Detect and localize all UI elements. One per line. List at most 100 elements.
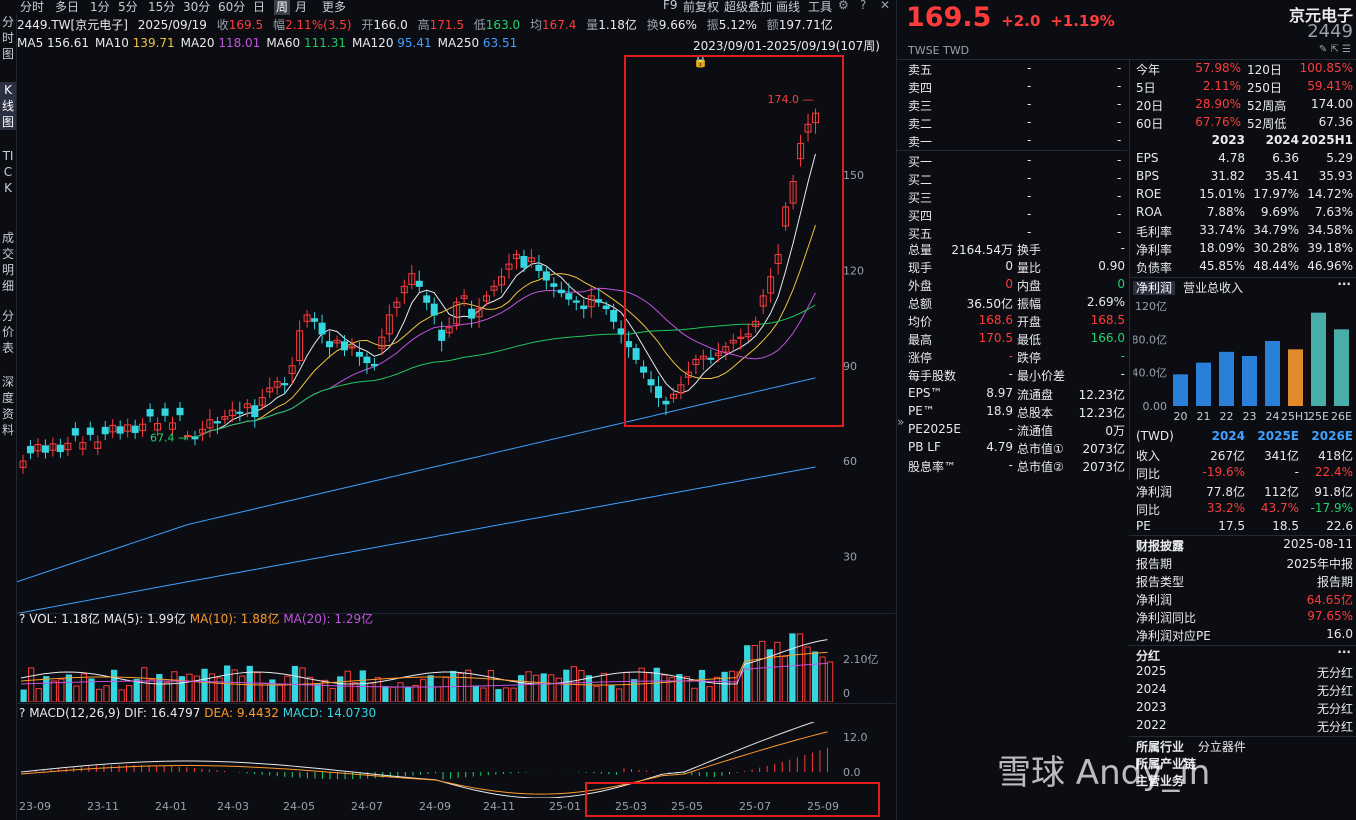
dividend-value: 无分红: [1316, 684, 1353, 698]
y-tick-2: 90: [843, 360, 857, 373]
left-nav-item-0[interactable]: 分时图: [1, 15, 14, 61]
period-tab-8[interactable]: 周: [274, 0, 291, 15]
collapse-arrow-icon[interactable]: »: [897, 415, 905, 429]
period-tab-4[interactable]: 15分: [148, 0, 176, 14]
candle-body: [632, 348, 640, 360]
candle-body: [176, 407, 184, 416]
period-tab-2[interactable]: 1分: [90, 0, 110, 14]
volume-bar: [427, 675, 434, 702]
orderbook-label: 买一: [908, 155, 933, 169]
volume-bar: [208, 673, 216, 702]
stat-label: PB LF: [908, 440, 941, 454]
orderbook-price: -: [1027, 61, 1032, 75]
ma-value-5: 63.51: [482, 36, 518, 50]
volume-chart[interactable]: [17, 626, 895, 702]
turn-value: 9.66%: [658, 18, 697, 32]
macd-chart[interactable]: [17, 722, 895, 798]
forecast-value: 43.7%: [1260, 501, 1299, 515]
help-icon[interactable]: ?: [19, 612, 26, 626]
toolbar-right-0[interactable]: F9: [663, 0, 678, 12]
candle-body: [737, 336, 745, 339]
more-icon[interactable]: ···: [1337, 277, 1351, 291]
candlestick-chart[interactable]: 150 120 90 60 30 174.0 — 67.4 →: [17, 54, 895, 614]
open-label: 开: [361, 18, 374, 32]
gear-icon[interactable]: ⚙: [838, 0, 849, 12]
date-range-label[interactable]: 2023/09/01-2025/09/19(107周) 🔒: [693, 37, 895, 68]
left-nav-item-1[interactable]: K线图: [0, 82, 16, 130]
vol-text: VOL: 1.18亿: [29, 612, 100, 626]
orderbook-price: -: [1027, 115, 1032, 129]
macd-dea: DEA: 9.4432: [204, 706, 279, 720]
stat-value: 166.0: [1090, 331, 1125, 345]
ma-legend: MA5 156.61 MA10 139.71 MA20 118.01 MA60 111…: [17, 36, 523, 50]
orderbook-label: 买三: [908, 191, 933, 205]
orderbook-label: 卖二: [908, 117, 933, 131]
toolbar-right-1[interactable]: 前复权: [683, 0, 720, 14]
toolbar-right-4[interactable]: 工具: [808, 0, 833, 14]
period-tab-5[interactable]: 30分: [183, 0, 211, 14]
panel-edit-icons[interactable]: ✎ ⇱ ☰: [1318, 44, 1351, 55]
rev-xtick: 23: [1243, 410, 1257, 423]
more-icon[interactable]: ···: [1337, 645, 1351, 659]
forecast-label: PE: [1136, 519, 1151, 533]
toolbar-right-2[interactable]: 超级叠加: [724, 0, 773, 14]
candle-body: [744, 333, 752, 338]
rev-xtick: 25E: [1308, 410, 1329, 423]
candle-body: [303, 314, 311, 322]
industry-value[interactable]: 分立器件: [1197, 740, 1246, 754]
left-nav-item-4[interactable]: 分价表: [1, 309, 14, 355]
ma-label-3: MA60: [266, 36, 304, 50]
rev-tab-0[interactable]: 净利润: [1133, 281, 1176, 295]
low-label: 低: [473, 18, 486, 32]
forecast-value: 22.6: [1326, 519, 1353, 533]
ma-value-0: 156.61: [47, 36, 90, 50]
perf-value: 100.85%: [1299, 61, 1353, 75]
volume-bar: [314, 683, 321, 702]
rev-xtick: 20: [1174, 410, 1188, 423]
period-tab-10[interactable]: 更多: [322, 0, 347, 14]
period-tab-9[interactable]: 月: [295, 0, 308, 14]
volume-bar: [35, 688, 42, 702]
period-tab-1[interactable]: 多日: [55, 0, 80, 14]
kline-chart-area[interactable]: 2449.TW[京元电子] 2025/09/19 收169.5 幅2.11%(3…: [17, 14, 895, 820]
perf-value: 67.76%: [1195, 115, 1241, 129]
volume-bar: [284, 675, 291, 702]
x-tick-10: 25-05: [671, 800, 703, 813]
period-tab-3[interactable]: 5分: [118, 0, 138, 14]
left-nav-item-2[interactable]: TICK: [2, 149, 14, 195]
fin-value: 35.93: [1318, 169, 1353, 183]
revenue-tabs[interactable]: 净利润 营业总收入: [1133, 279, 1251, 296]
candle-body: [71, 428, 79, 436]
left-nav-item-5[interactable]: 深度资料: [1, 375, 14, 437]
help-icon[interactable]: ?: [19, 706, 26, 720]
volume-bar: [683, 676, 691, 702]
lock-icon[interactable]: 🔒: [693, 54, 708, 68]
period-tab-7[interactable]: 日: [253, 0, 266, 14]
vol-ma5-line: [20, 639, 828, 685]
rev-tab-1[interactable]: 营业总收入: [1183, 281, 1244, 295]
volume-bar: [171, 671, 178, 702]
stat-label: 总额: [908, 297, 933, 311]
fin-value: 30.28%: [1253, 241, 1299, 255]
x-tick-11: 25-07: [739, 800, 771, 813]
perf-label: 52周低: [1247, 117, 1287, 131]
candle-body: [183, 435, 191, 438]
stock-name: 京元电子: [1288, 6, 1353, 25]
perf-label: 52周高: [1247, 99, 1287, 113]
candle-body: [370, 363, 378, 367]
close-icon[interactable]: ✕: [880, 0, 891, 12]
symbol-label: 2449.TW[京元电子]: [17, 18, 128, 32]
period-tab-6[interactable]: 60分: [218, 0, 246, 14]
toolbar-right-3[interactable]: 画线: [776, 0, 801, 14]
help-icon[interactable]: ?: [860, 0, 867, 12]
rev-bar: [1242, 356, 1257, 406]
perf-value: 174.00: [1311, 97, 1353, 111]
left-nav-item-3[interactable]: 成交明细: [1, 231, 14, 293]
forecast-label: 同比: [1136, 503, 1161, 517]
volume-bar: [412, 684, 419, 702]
candle-body: [169, 422, 177, 430]
volume-bar: [269, 679, 276, 702]
period-tab-0[interactable]: 分时: [20, 0, 45, 14]
volume-bar: [178, 676, 186, 702]
